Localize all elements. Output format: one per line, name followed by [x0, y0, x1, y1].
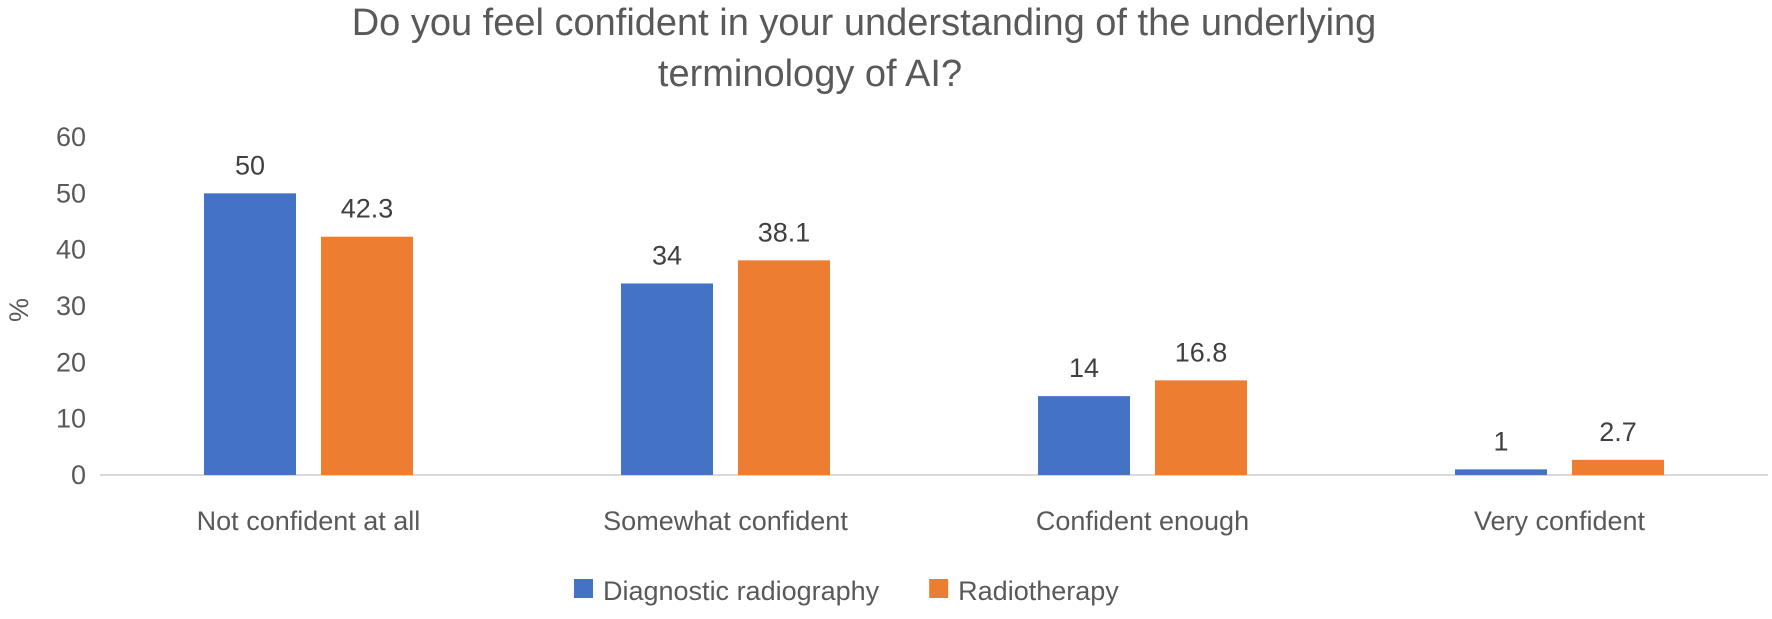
y-tick-label: 60: [56, 122, 86, 152]
category-label: Not confident at all: [197, 506, 421, 536]
chart-title-line-1: Do you feel confident in your understand…: [352, 2, 1377, 44]
category-label: Very confident: [1474, 506, 1646, 536]
y-tick-label: 20: [56, 347, 86, 377]
bar: [738, 260, 830, 475]
data-label: 2.7: [1599, 417, 1637, 447]
legend-label: Radiotherapy: [958, 576, 1119, 606]
bar: [1572, 459, 1664, 475]
category-label: Confident enough: [1036, 506, 1249, 536]
y-axis-label: %: [4, 298, 34, 322]
chart-title-line-2: terminology of AI?: [658, 53, 962, 95]
bar: [1155, 380, 1247, 475]
y-tick-label: 10: [56, 404, 86, 434]
data-label: 38.1: [758, 217, 811, 247]
legend-swatch: [929, 579, 949, 598]
legend-label: Diagnostic radiography: [603, 576, 880, 606]
data-label: 1: [1493, 426, 1508, 456]
category-labels: Not confident at all Somewhat confident Co…: [197, 506, 1646, 536]
y-tick-label: 40: [56, 235, 86, 265]
bar: [1455, 469, 1547, 475]
data-labels: 50 42.3 34 38.1 14 16.8 1 2.7: [235, 150, 1637, 456]
data-label: 42.3: [341, 194, 394, 224]
y-tick-label: 30: [56, 291, 86, 321]
legend-swatch: [574, 579, 593, 598]
bars: [204, 193, 1664, 476]
data-label: 16.8: [1175, 337, 1228, 367]
data-label: 50: [235, 150, 265, 180]
data-label: 34: [652, 240, 682, 270]
legend: Diagnostic radiography Radiotherapy: [574, 576, 1119, 606]
bar: [621, 283, 713, 475]
bar: [321, 236, 413, 475]
y-tick-label: 0: [71, 460, 86, 490]
bar: [204, 193, 296, 476]
category-label: Somewhat confident: [603, 506, 848, 536]
data-label: 14: [1069, 353, 1099, 383]
chart-title: Do you feel confident in your understand…: [352, 2, 1377, 95]
bar: [1038, 396, 1130, 475]
y-tick-label: 50: [56, 178, 86, 208]
y-axis-ticks: 0 10 20 30 40 50 60: [56, 122, 86, 490]
